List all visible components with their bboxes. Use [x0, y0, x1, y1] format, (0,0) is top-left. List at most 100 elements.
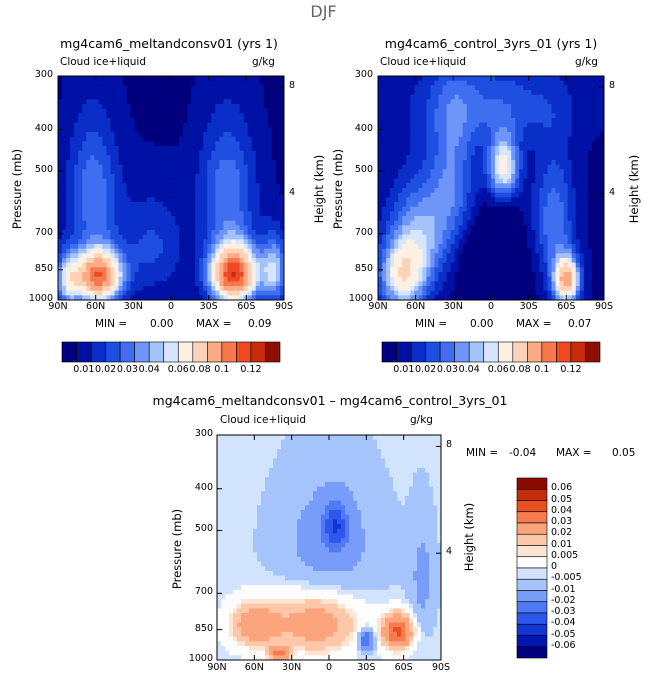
heatmap-cell [110, 234, 115, 240]
heatmap-cell [66, 99, 71, 105]
heatmap-cell [203, 80, 208, 86]
heatmap-cell [531, 244, 536, 250]
heatmap-cell [187, 244, 192, 250]
heatmap-cell [162, 169, 168, 175]
heatmap-cell [263, 90, 269, 96]
heatmap-cell [394, 99, 399, 105]
heatmap-cell [559, 220, 565, 226]
heatmap-cell [211, 146, 216, 152]
heatmap-cell [486, 104, 492, 110]
heatmap-cell [122, 253, 128, 259]
heatmap-cell [434, 90, 439, 96]
heatmap-cell [223, 258, 228, 264]
heatmap-cell [430, 108, 435, 114]
heatmap-cell [474, 178, 480, 184]
heatmap-cell [535, 141, 540, 147]
heatmap-cell [527, 132, 532, 138]
heatmap-cell [535, 90, 540, 96]
heatmap-cell [255, 202, 261, 208]
heatmap-cell [482, 262, 488, 268]
heatmap-cell [166, 183, 172, 189]
heatmap-cell [551, 169, 556, 175]
heatmap-cell [247, 122, 253, 128]
heatmap-cell [223, 146, 228, 152]
panel1-units-label: g/kg [252, 56, 275, 68]
heatmap-cell [219, 258, 224, 264]
heatmap-cell [215, 155, 220, 161]
heatmap-cell [434, 197, 439, 203]
heatmap-cell [491, 276, 496, 282]
heatmap-cell [422, 258, 427, 264]
heatmap-cell [86, 136, 91, 142]
heatmap-cell [482, 160, 488, 166]
heatmap-cell [382, 197, 387, 203]
heatmap-cell [394, 94, 399, 100]
heatmap-cell [267, 281, 273, 287]
heatmap-cell [179, 76, 184, 82]
heatmap-cell [275, 85, 281, 91]
heatmap-cell [126, 220, 132, 226]
heatmap-cell [434, 122, 439, 128]
heatmap-cell [527, 192, 532, 198]
heatmap-cell [126, 258, 132, 264]
heatmap-cell [386, 244, 391, 250]
heatmap-cell [543, 267, 548, 273]
heatmap-cell [231, 253, 236, 259]
heatmap-cell [239, 118, 245, 124]
heatmap-cell [263, 76, 269, 82]
heatmap-cell [438, 267, 443, 273]
heatmap-cell [231, 216, 236, 222]
heatmap-cell [531, 267, 536, 273]
heatmap-cell [211, 99, 216, 105]
heatmap-cell [271, 295, 277, 301]
heatmap-cell [154, 192, 160, 198]
heatmap-cell [539, 183, 544, 189]
heatmap-cell [195, 295, 200, 301]
heatmap-cell [203, 146, 208, 152]
heatmap-cell [219, 192, 224, 198]
heatmap-cell [219, 104, 224, 110]
heatmap-cell [458, 295, 464, 301]
heatmap-cell [279, 267, 285, 273]
heatmap-cell [110, 244, 115, 250]
heatmap-cell [470, 169, 476, 175]
heatmap-cell [430, 211, 435, 217]
heatmap-cell [78, 272, 83, 278]
heatmap-cell [482, 118, 488, 124]
heatmap-cell [239, 258, 245, 264]
heatmap-cell [559, 192, 565, 198]
heatmap-cell [70, 272, 75, 278]
heatmap-cell [227, 76, 232, 82]
heatmap-cell [199, 239, 204, 245]
heatmap-cell [82, 90, 87, 96]
heatmap-cell [495, 216, 500, 222]
heatmap-cell [255, 160, 261, 166]
heatmap-cell [58, 141, 63, 147]
heatmap-cell [183, 248, 188, 254]
heatmap-cell [275, 220, 281, 226]
heatmap-cell [82, 267, 87, 273]
heatmap-cell [138, 122, 144, 128]
heatmap-cell [207, 262, 212, 268]
heatmap-cell [166, 267, 172, 273]
heatmap-cell [559, 174, 565, 180]
heatmap-cell [430, 188, 435, 194]
heatmap-cell [539, 108, 544, 114]
heatmap-cell [486, 267, 492, 273]
heatmap-cell [271, 183, 277, 189]
heatmap-cell [98, 136, 103, 142]
heatmap-cell [122, 290, 128, 296]
heatmap-cell [162, 104, 168, 110]
heatmap-cell [90, 183, 95, 189]
heatmap-cell [215, 174, 220, 180]
heatmap-cell [166, 286, 172, 292]
heatmap-cell [158, 272, 164, 278]
heatmap-cell [434, 192, 439, 198]
heatmap-cell [438, 90, 443, 96]
heatmap-cell [94, 258, 99, 264]
heatmap-cell [551, 118, 556, 124]
heatmap-cell [499, 146, 504, 152]
heatmap-cell [66, 225, 71, 231]
heatmap-cell [559, 85, 565, 91]
heatmap-cell [239, 197, 245, 203]
